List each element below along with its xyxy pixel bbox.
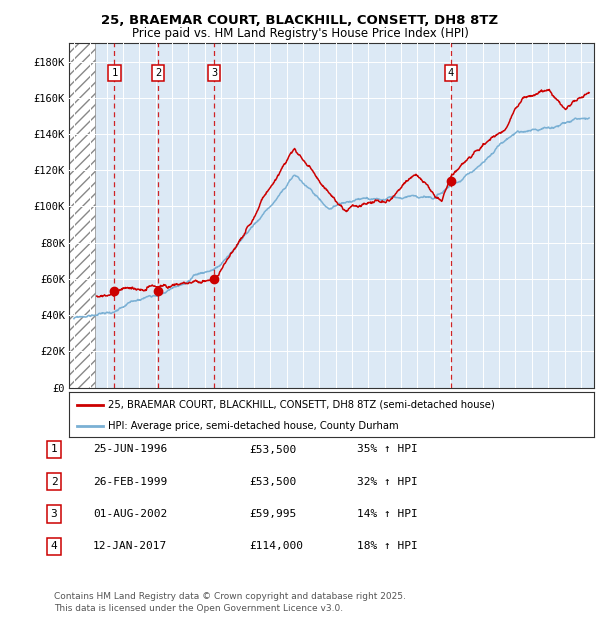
Text: 4: 4 (50, 541, 58, 551)
Text: 25-JUN-1996: 25-JUN-1996 (93, 445, 167, 454)
Text: £53,500: £53,500 (249, 445, 296, 454)
Text: 3: 3 (50, 509, 58, 519)
Text: 3: 3 (211, 68, 217, 78)
Text: 18% ↑ HPI: 18% ↑ HPI (357, 541, 418, 551)
Text: 2: 2 (50, 477, 58, 487)
Text: £114,000: £114,000 (249, 541, 303, 551)
Text: Contains HM Land Registry data © Crown copyright and database right 2025.
This d: Contains HM Land Registry data © Crown c… (54, 591, 406, 613)
Text: 2: 2 (155, 68, 161, 78)
Text: 01-AUG-2002: 01-AUG-2002 (93, 509, 167, 519)
Text: 32% ↑ HPI: 32% ↑ HPI (357, 477, 418, 487)
Text: 25, BRAEMAR COURT, BLACKHILL, CONSETT, DH8 8TZ (semi-detached house): 25, BRAEMAR COURT, BLACKHILL, CONSETT, D… (109, 400, 495, 410)
Text: Price paid vs. HM Land Registry's House Price Index (HPI): Price paid vs. HM Land Registry's House … (131, 27, 469, 40)
Text: 1: 1 (50, 445, 58, 454)
Text: 25, BRAEMAR COURT, BLACKHILL, CONSETT, DH8 8TZ: 25, BRAEMAR COURT, BLACKHILL, CONSETT, D… (101, 14, 499, 27)
Bar (69, 43, 95, 388)
Text: £59,995: £59,995 (249, 509, 296, 519)
Text: 12-JAN-2017: 12-JAN-2017 (93, 541, 167, 551)
Text: 14% ↑ HPI: 14% ↑ HPI (357, 509, 418, 519)
Text: 35% ↑ HPI: 35% ↑ HPI (357, 445, 418, 454)
Text: 4: 4 (448, 68, 454, 78)
Text: 1: 1 (112, 68, 118, 78)
Text: HPI: Average price, semi-detached house, County Durham: HPI: Average price, semi-detached house,… (109, 421, 399, 431)
Text: 26-FEB-1999: 26-FEB-1999 (93, 477, 167, 487)
Text: £53,500: £53,500 (249, 477, 296, 487)
